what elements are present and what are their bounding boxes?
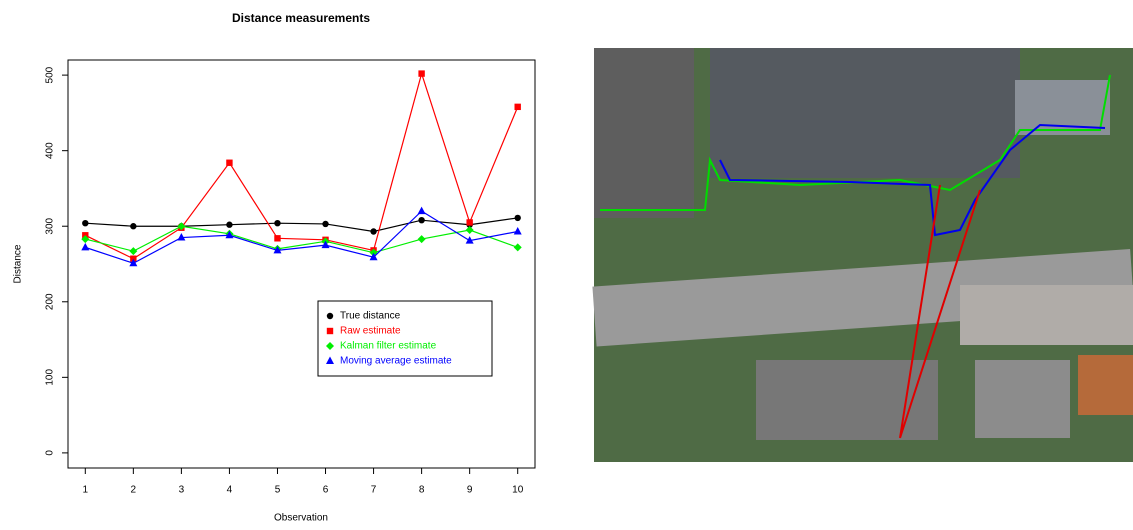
x-tick-label: 2 xyxy=(131,485,137,496)
legend-label: True distance xyxy=(340,311,401,322)
x-axis-label: Observation xyxy=(274,513,328,524)
point xyxy=(466,219,473,226)
point xyxy=(369,252,378,261)
point xyxy=(226,159,233,166)
point xyxy=(129,247,138,256)
series-line xyxy=(85,210,518,264)
point xyxy=(81,242,90,251)
point xyxy=(370,228,377,235)
x-tick-label: 4 xyxy=(227,485,233,496)
x-tick-label: 6 xyxy=(323,485,329,496)
series-line xyxy=(85,71,519,260)
point xyxy=(513,227,522,235)
legend-label: Raw estimate xyxy=(340,326,401,337)
point xyxy=(326,327,334,335)
point xyxy=(130,255,137,262)
point xyxy=(326,356,334,364)
legend-label: Kalman filter estimate xyxy=(340,341,437,352)
point xyxy=(273,245,282,254)
point xyxy=(514,103,521,111)
point xyxy=(417,206,426,215)
legend: True distance Raw estimate Kalman filter e… xyxy=(317,300,493,377)
y-tick-label: 400 xyxy=(45,142,56,159)
point xyxy=(326,342,334,350)
series-line xyxy=(85,225,518,254)
point xyxy=(130,223,137,230)
y-tick-label: 200 xyxy=(45,293,56,310)
aerial-photo xyxy=(592,48,1133,462)
point xyxy=(513,243,522,252)
point xyxy=(177,222,186,231)
point xyxy=(514,214,521,222)
x-tick-label: 10 xyxy=(512,485,524,496)
x-tick-label: 7 xyxy=(371,485,377,496)
point xyxy=(225,230,234,239)
point xyxy=(81,235,90,244)
y-tick-label: 100 xyxy=(45,369,56,386)
y-tick-label: 500 xyxy=(45,66,56,83)
y-tick-label: 300 xyxy=(45,217,56,234)
point xyxy=(322,220,329,228)
point xyxy=(226,221,233,228)
chart-title: Distance measurements xyxy=(232,11,370,25)
y-tick-label: 0 xyxy=(45,450,56,456)
plot-frame xyxy=(67,59,536,469)
point xyxy=(417,235,426,244)
point xyxy=(465,236,474,244)
y-axis-label: Distance xyxy=(13,244,24,283)
point xyxy=(418,70,425,77)
x-tick-label: 9 xyxy=(467,485,473,496)
point xyxy=(418,216,425,224)
point xyxy=(321,240,330,249)
point xyxy=(129,258,138,267)
legend-label: Moving average estimate xyxy=(340,356,452,367)
point xyxy=(465,226,474,234)
point xyxy=(326,312,334,320)
x-tick-label: 1 xyxy=(83,485,89,496)
x-tick-label: 5 xyxy=(275,485,281,496)
x-tick-label: 3 xyxy=(179,485,185,496)
point xyxy=(274,220,281,227)
series-line xyxy=(85,217,518,233)
point xyxy=(177,233,186,241)
x-tick-label: 8 xyxy=(419,485,425,496)
point xyxy=(82,220,89,227)
point xyxy=(274,235,281,242)
